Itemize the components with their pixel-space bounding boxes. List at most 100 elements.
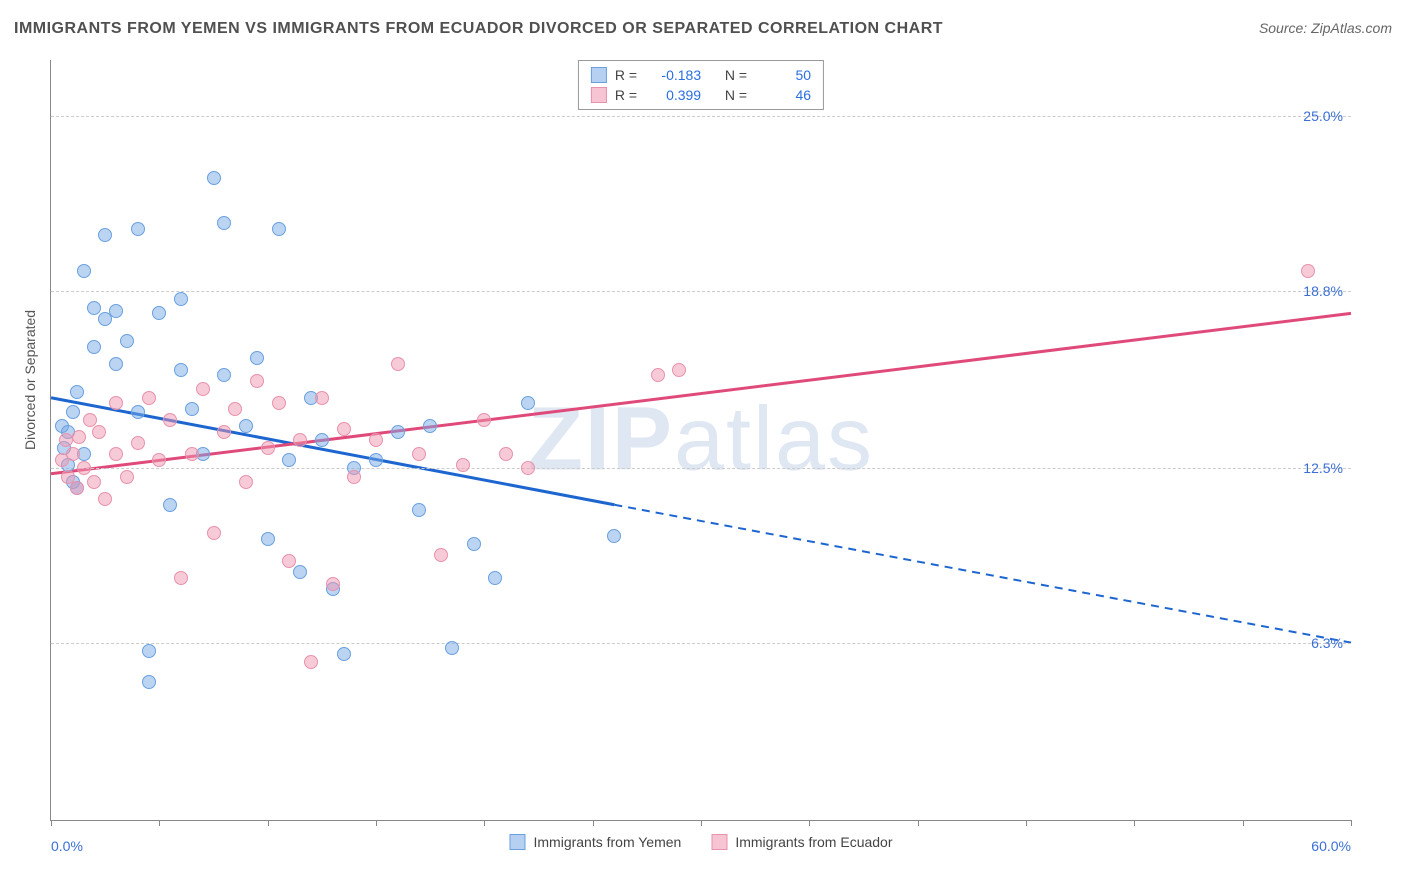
legend-label-ecuador: Immigrants from Ecuador	[735, 834, 892, 850]
swatch-yemen	[591, 67, 607, 83]
y-tick-label: 25.0%	[1303, 108, 1343, 124]
scatter-point-ecuador	[434, 548, 448, 562]
x-tick-label: 0.0%	[51, 838, 83, 854]
n-label: N =	[725, 87, 747, 103]
watermark: ZIPatlas	[528, 389, 874, 492]
gridline	[51, 291, 1351, 292]
scatter-point-yemen	[337, 647, 351, 661]
scatter-point-ecuador	[98, 492, 112, 506]
scatter-point-ecuador	[304, 655, 318, 669]
scatter-point-ecuador	[120, 470, 134, 484]
scatter-point-ecuador	[109, 447, 123, 461]
scatter-point-ecuador	[369, 433, 383, 447]
legend-row-yemen: R = -0.183 N = 50	[591, 65, 811, 85]
scatter-point-yemen	[369, 453, 383, 467]
x-tick	[1026, 820, 1027, 826]
legend-item-yemen: Immigrants from Yemen	[509, 834, 681, 850]
legend-label-yemen: Immigrants from Yemen	[533, 834, 681, 850]
r-label: R =	[615, 67, 637, 83]
chart-plot-area: ZIPatlas R = -0.183 N = 50 R = 0.399 N =…	[50, 60, 1351, 821]
n-label: N =	[725, 67, 747, 83]
scatter-point-yemen	[142, 644, 156, 658]
x-tick-label: 60.0%	[1311, 838, 1351, 854]
scatter-point-ecuador	[228, 402, 242, 416]
scatter-point-ecuador	[261, 441, 275, 455]
scatter-point-yemen	[217, 216, 231, 230]
r-value-ecuador: 0.399	[645, 87, 701, 103]
x-tick	[809, 820, 810, 826]
scatter-point-ecuador	[142, 391, 156, 405]
scatter-point-yemen	[467, 537, 481, 551]
scatter-point-ecuador	[70, 481, 84, 495]
legend-row-ecuador: R = 0.399 N = 46	[591, 85, 811, 105]
scatter-point-yemen	[185, 402, 199, 416]
scatter-point-yemen	[391, 425, 405, 439]
gridline	[51, 116, 1351, 117]
scatter-point-yemen	[607, 529, 621, 543]
trend-lines-layer	[51, 60, 1351, 820]
scatter-point-yemen	[163, 498, 177, 512]
x-tick	[268, 820, 269, 826]
scatter-point-ecuador	[337, 422, 351, 436]
scatter-point-yemen	[315, 433, 329, 447]
scatter-point-yemen	[174, 292, 188, 306]
scatter-point-ecuador	[456, 458, 470, 472]
scatter-point-yemen	[98, 228, 112, 242]
scatter-point-yemen	[521, 396, 535, 410]
scatter-point-ecuador	[282, 554, 296, 568]
scatter-point-yemen	[131, 222, 145, 236]
scatter-point-yemen	[109, 357, 123, 371]
scatter-point-ecuador	[174, 571, 188, 585]
x-tick	[51, 820, 52, 826]
scatter-point-ecuador	[66, 447, 80, 461]
scatter-point-yemen	[412, 503, 426, 517]
scatter-point-yemen	[250, 351, 264, 365]
scatter-point-ecuador	[72, 430, 86, 444]
scatter-point-ecuador	[391, 357, 405, 371]
scatter-point-ecuador	[250, 374, 264, 388]
x-tick	[918, 820, 919, 826]
scatter-point-yemen	[445, 641, 459, 655]
scatter-point-ecuador	[87, 475, 101, 489]
scatter-point-ecuador	[207, 526, 221, 540]
scatter-point-ecuador	[217, 425, 231, 439]
r-label: R =	[615, 87, 637, 103]
scatter-point-yemen	[488, 571, 502, 585]
legend-correlation: R = -0.183 N = 50 R = 0.399 N = 46	[578, 60, 824, 110]
y-axis-label: Divorced or Separated	[22, 310, 38, 450]
scatter-point-ecuador	[185, 447, 199, 461]
x-tick	[701, 820, 702, 826]
scatter-point-yemen	[66, 405, 80, 419]
scatter-point-yemen	[87, 340, 101, 354]
scatter-point-ecuador	[326, 577, 340, 591]
scatter-point-ecuador	[272, 396, 286, 410]
trend-line-ecuador	[51, 313, 1351, 473]
scatter-point-ecuador	[77, 461, 91, 475]
gridline	[51, 468, 1351, 469]
scatter-point-yemen	[131, 405, 145, 419]
scatter-point-ecuador	[239, 475, 253, 489]
gridline	[51, 643, 1351, 644]
swatch-ecuador	[591, 87, 607, 103]
n-value-yemen: 50	[755, 67, 811, 83]
scatter-point-ecuador	[672, 363, 686, 377]
scatter-point-yemen	[174, 363, 188, 377]
x-tick	[484, 820, 485, 826]
scatter-point-ecuador	[196, 382, 210, 396]
scatter-point-ecuador	[499, 447, 513, 461]
scatter-point-yemen	[207, 171, 221, 185]
scatter-point-ecuador	[92, 425, 106, 439]
chart-title: IMMIGRANTS FROM YEMEN VS IMMIGRANTS FROM…	[14, 20, 943, 38]
x-tick	[1351, 820, 1352, 826]
trend-line-extrapolated-yemen	[614, 505, 1351, 643]
scatter-point-yemen	[152, 306, 166, 320]
legend-series: Immigrants from Yemen Immigrants from Ec…	[509, 834, 892, 850]
x-tick	[376, 820, 377, 826]
scatter-point-ecuador	[315, 391, 329, 405]
scatter-point-yemen	[109, 304, 123, 318]
scatter-point-ecuador	[477, 413, 491, 427]
scatter-point-yemen	[261, 532, 275, 546]
scatter-point-ecuador	[59, 433, 73, 447]
scatter-point-ecuador	[651, 368, 665, 382]
scatter-point-ecuador	[412, 447, 426, 461]
